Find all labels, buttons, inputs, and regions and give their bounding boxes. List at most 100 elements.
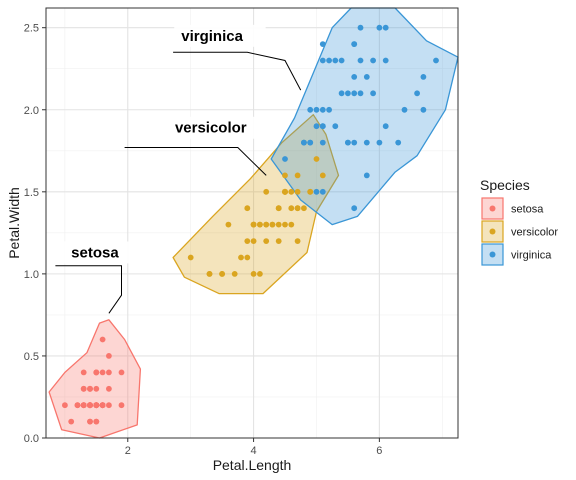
versicolor-point <box>263 188 270 195</box>
point-layer <box>62 24 439 425</box>
versicolor-point <box>257 271 263 277</box>
setosa-point <box>99 336 106 343</box>
legend-item-setosa: setosa <box>481 197 544 220</box>
versicolor-point <box>275 221 282 228</box>
versicolor-point <box>282 221 288 228</box>
virginica-point <box>345 139 351 146</box>
setosa-point <box>74 402 81 409</box>
setosa-label: setosa <box>71 244 119 261</box>
versicolor-point <box>294 238 301 245</box>
setosa-point <box>118 369 125 376</box>
legend-key-point-setosa <box>489 205 496 212</box>
versicolor-point <box>307 188 314 195</box>
virginica-point <box>307 106 314 113</box>
virginica-point <box>363 139 370 146</box>
setosa-point <box>87 385 93 392</box>
setosa-point <box>99 369 106 376</box>
virginica-point <box>345 90 351 97</box>
y-tick-label: 2.0 <box>24 105 39 117</box>
versicolor-connector <box>124 147 267 176</box>
virginica-point <box>319 188 326 195</box>
x-tick-label: 2 <box>125 445 131 457</box>
versicolor-point <box>219 271 226 277</box>
legend-item-versicolor: versicolor <box>481 220 558 243</box>
setosa-point <box>93 369 100 376</box>
virginica-connector <box>173 51 302 91</box>
versicolor-point <box>263 221 270 228</box>
versicolor-label: versicolor <box>175 120 247 137</box>
versicolor-point <box>313 156 320 162</box>
virginica-point <box>382 24 389 31</box>
virginica-label: virginica <box>181 28 243 45</box>
virginica-point <box>326 106 332 113</box>
setosa-point <box>93 402 100 409</box>
versicolor-point <box>294 172 301 179</box>
versicolor-point <box>257 221 263 228</box>
y-axis-title: Petal.Width <box>6 187 22 259</box>
virginica-point <box>357 90 364 97</box>
versicolor-point <box>263 238 270 245</box>
versicolor-point <box>238 254 244 261</box>
virginica-point <box>420 106 427 113</box>
virginica-point <box>357 24 364 31</box>
versicolor-point <box>294 188 301 195</box>
legend-label-virginica: virginica <box>511 250 552 262</box>
versicolor-point <box>244 205 251 212</box>
y-axis-ticks: 0.0 0.5 1.0 1.5 2.0 2.5 <box>24 23 46 445</box>
legend-title: Species <box>480 177 530 193</box>
versicolor-point <box>288 205 295 212</box>
legend-label-setosa: setosa <box>511 204 544 216</box>
virginica-point <box>370 57 376 64</box>
virginica-point <box>401 106 408 113</box>
virginica-point <box>319 123 326 130</box>
setosa-point <box>106 369 112 376</box>
virginica-point <box>433 57 439 64</box>
virginica-point <box>313 106 320 113</box>
versicolor-point <box>282 188 288 195</box>
setosa-point <box>62 402 68 409</box>
x-axis-title: Petal.Length <box>213 457 292 473</box>
virginica-point <box>382 123 389 130</box>
minor-gridlines <box>46 8 458 438</box>
annotation-connectors <box>55 51 302 314</box>
versicolor-point <box>206 271 213 277</box>
setosa-point <box>106 402 112 409</box>
setosa-point <box>93 385 100 392</box>
group-label-layer: setosa versicolor virginica <box>64 24 268 264</box>
y-tick-label: 1.0 <box>24 269 39 281</box>
setosa-point <box>80 385 87 392</box>
virginica-point <box>307 139 314 146</box>
versicolor-point <box>244 254 251 261</box>
setosa-point <box>68 418 75 425</box>
x-tick-label: 6 <box>376 445 382 457</box>
versicolor-point <box>301 205 307 212</box>
virginica-point <box>370 90 376 97</box>
virginica-point <box>319 41 326 47</box>
virginica-point <box>363 74 370 80</box>
virginica-point <box>319 106 326 113</box>
versicolor-point <box>275 205 282 212</box>
virginica-point <box>338 57 345 64</box>
setosa-point <box>118 402 125 409</box>
setosa-connector <box>55 265 122 314</box>
setosa-point <box>87 402 93 409</box>
x-axis-ticks: 2 4 6 <box>125 438 382 457</box>
virginica-point <box>376 24 383 31</box>
versicolor-point <box>288 188 295 195</box>
versicolor-point <box>282 172 288 179</box>
y-tick-label: 0.5 <box>24 351 39 363</box>
legend-label-versicolor: versicolor <box>511 227 558 239</box>
versicolor-label-box <box>167 116 268 139</box>
setosa-label-box <box>64 241 130 264</box>
virginica-point <box>395 139 402 146</box>
y-tick-label: 2.5 <box>24 23 39 35</box>
y-tick-label: 1.5 <box>24 187 39 199</box>
virginica-point <box>313 188 320 195</box>
virginica-point <box>351 205 358 212</box>
virginica-point <box>313 123 320 130</box>
virginica-point <box>282 156 288 162</box>
versicolor-point <box>250 238 257 245</box>
legend-key-point-virginica <box>489 251 496 258</box>
versicolor-point <box>244 238 251 245</box>
legend-item-virginica: virginica <box>481 243 552 266</box>
